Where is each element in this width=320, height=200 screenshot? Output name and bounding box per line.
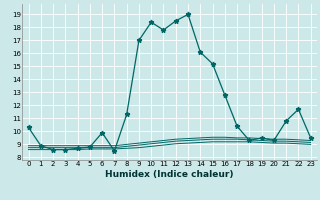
X-axis label: Humidex (Indice chaleur): Humidex (Indice chaleur) [105, 170, 234, 179]
